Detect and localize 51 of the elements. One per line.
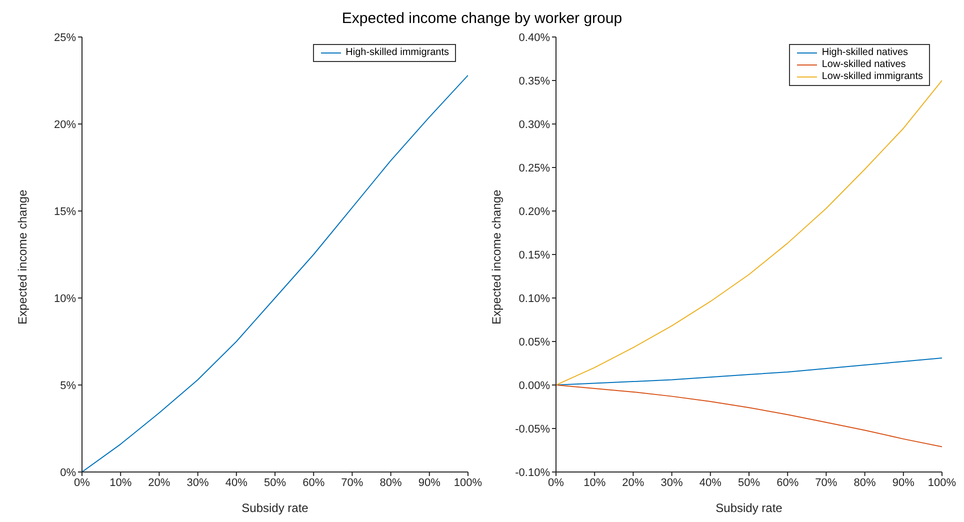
y-tick-label: 0.35% (518, 75, 550, 88)
y-tick-label: 0.25% (518, 162, 550, 174)
x-tick-label: 60% (776, 476, 799, 489)
x-tick-label: 10% (110, 476, 132, 489)
legend-label: Low-skilled natives (822, 59, 906, 71)
x-tick-label: 30% (186, 476, 210, 489)
y-tick-label: 0.30% (518, 118, 550, 131)
x-tick-label: 0% (74, 476, 90, 489)
y-tick-label: 0.40% (518, 32, 550, 44)
x-tick-label: 40% (225, 476, 248, 489)
line-series (556, 384, 942, 448)
x-tick-label: 70% (341, 476, 364, 489)
y-tick-label: 0.20% (518, 206, 550, 218)
y-tick-label: 10% (54, 292, 76, 305)
x-tick-label: 100% (454, 476, 482, 489)
y-tick-label: 0.15% (518, 249, 550, 262)
x-tick-label: 30% (660, 476, 684, 489)
y-tick-label: 25% (54, 32, 76, 44)
x-tick-label: 20% (148, 476, 170, 489)
x-tick-label: 60% (302, 476, 325, 489)
legend-label: Low-skilled immigrants (822, 71, 923, 83)
y-tick-label: -0.10% (515, 466, 550, 479)
x-tick-label: 50% (738, 476, 760, 489)
x-tick-label: 90% (892, 476, 915, 489)
line-series (556, 358, 942, 386)
y-tick-label: -0.05% (515, 423, 550, 436)
x-tick-label: 10% (584, 476, 606, 489)
x-tick-label: 0% (548, 476, 564, 489)
x-tick-label: 80% (854, 476, 876, 489)
y-tick-label: 0.10% (518, 292, 550, 305)
legend-label: High-skilled natives (822, 47, 908, 59)
y-axis-title: Expected income change (15, 189, 30, 324)
x-tick-label: 50% (264, 476, 286, 489)
y-tick-label: 5% (60, 380, 76, 392)
y-tick-label: 0.05% (518, 336, 550, 348)
line-series (556, 80, 942, 386)
x-tick-label: 40% (699, 476, 722, 489)
y-tick-label: 15% (54, 206, 76, 218)
x-tick-label: 80% (380, 476, 402, 489)
x-axis-title: Subsidy rate (242, 501, 309, 515)
x-axis-title: Subsidy rate (716, 501, 783, 515)
x-tick-label: 90% (418, 476, 441, 489)
y-tick-label: 20% (54, 118, 76, 131)
y-tick-label: 0% (60, 466, 76, 479)
legend-label: High-skilled immigrants (346, 47, 449, 59)
y-axis-title: Expected income change (489, 189, 504, 324)
x-tick-label: 20% (622, 476, 644, 489)
y-tick-label: 0.00% (518, 380, 550, 392)
chart-title: Expected income change by worker group (340, 9, 624, 29)
x-tick-label: 70% (815, 476, 838, 489)
x-tick-label: 100% (928, 476, 956, 489)
